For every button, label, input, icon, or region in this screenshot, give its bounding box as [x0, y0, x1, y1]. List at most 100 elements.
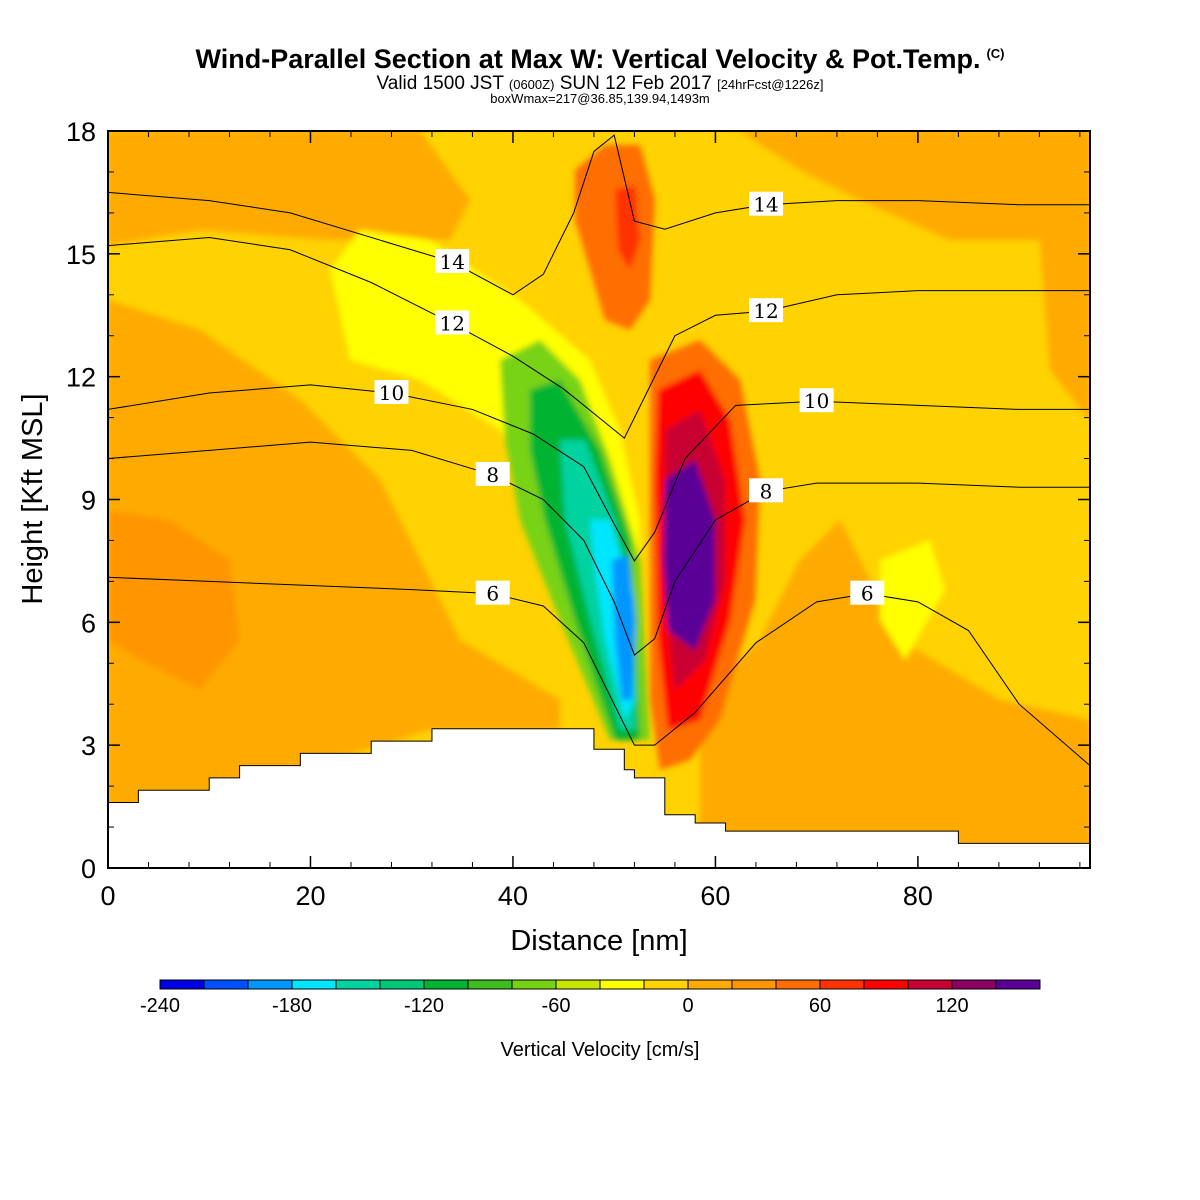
contour-label: 14: [749, 191, 784, 217]
colorbar-swatch: [204, 980, 249, 989]
contour-label: 6: [850, 580, 885, 606]
y-tick-label: 18: [66, 117, 96, 147]
purple-updraft-core: [663, 460, 715, 650]
x-tick-label: 40: [498, 881, 528, 911]
colorbar-swatch: [908, 980, 953, 989]
band-right-edge: [1040, 240, 1090, 420]
contour-label-box: [475, 461, 510, 486]
chart-title: Wind-Parallel Section at Max W: Vertical…: [0, 44, 1200, 75]
y-tick-label: 6: [81, 608, 96, 638]
contour-label-box: [435, 249, 470, 274]
contour-label: 6: [475, 580, 510, 606]
colorbar-swatch: [644, 980, 689, 989]
x-tick-label: 20: [295, 881, 325, 911]
colorbar-tick-label: -60: [542, 995, 571, 1017]
colorbar-swatch: [600, 980, 645, 989]
colorbar-swatch: [512, 980, 557, 989]
valid-prefix: Valid 1500 JST: [376, 73, 509, 94]
theta-contour-12: [108, 236, 1090, 439]
yellow-blob-right: [880, 540, 945, 660]
band-upper-left: [108, 131, 470, 245]
y-tick-label: 12: [66, 363, 96, 393]
colorbar-swatch: [336, 980, 381, 989]
forecast-info: [24hrFcst@1226z]: [717, 77, 824, 92]
theta-contour-10: [108, 384, 1090, 562]
colorbar-swatch: [468, 980, 513, 989]
x-tick-label: 60: [700, 881, 730, 911]
valid-time-line: Valid 1500 JST (0600Z) SUN 12 Feb 2017 […: [0, 73, 1200, 95]
vertical-velocity-field: 6 6 8 8 10 10 12 12 14 14: [108, 131, 1090, 868]
contour-label-box: [475, 580, 510, 605]
contour-label: 14: [435, 249, 470, 274]
contour-label-text: 8: [486, 463, 499, 487]
contour-label-text: 6: [486, 582, 499, 606]
band-upper-right: [740, 131, 1090, 240]
colorbar: -240 -180 -120 -60 0 60 120: [140, 979, 1041, 1017]
valid-date: SUN 12 Feb 2017: [554, 73, 718, 94]
contour-label-box: [374, 380, 409, 405]
colorbar-swatch: [776, 980, 821, 989]
colorbar-swatch: [380, 980, 425, 989]
colorbar-tick-label: -240: [140, 995, 180, 1017]
y-tick-label: 15: [66, 240, 96, 270]
potential-temperature-contours: 6 6 8 8 10 10 12 12 14 14: [108, 134, 1090, 767]
colorbar-tick-label: 120: [935, 995, 968, 1017]
colorbar-swatch: [424, 980, 469, 989]
colorbar-swatch: [292, 980, 337, 989]
contour-label: 12: [749, 298, 784, 323]
colorbar-swatch: [160, 980, 205, 989]
contour-label-box: [749, 298, 784, 323]
contour-label-box: [850, 580, 885, 605]
colorbar-swatch: [732, 980, 777, 989]
y-axis-label: Height [Kft MSL]: [17, 393, 49, 604]
terrain-outline: [108, 728, 1090, 868]
contour-label-text: 10: [379, 381, 404, 405]
contour-label: 10: [374, 380, 409, 405]
axes: 0 20 40 60 80 0 3 6 9 12 15 18: [66, 117, 1090, 911]
contour-label-text: 8: [760, 479, 773, 503]
x-tick-label: 0: [100, 881, 115, 911]
y-tick-label: 0: [81, 854, 96, 884]
colorbar-tick-label: -120: [404, 995, 444, 1017]
contour-label-text: 14: [439, 250, 464, 274]
title-text: Wind-Parallel Section at Max W: Vertical…: [195, 44, 981, 74]
contour-label-text: 12: [439, 311, 464, 335]
contour-label-text: 10: [804, 389, 829, 413]
contour-label-box: [799, 388, 834, 413]
y-tick-label: 9: [81, 486, 96, 516]
contour-label: 12: [435, 310, 470, 335]
theta-contour-14: [108, 134, 1090, 296]
contour-label-box: [749, 478, 784, 503]
band-left-warm: [108, 510, 240, 690]
colorbar-swatch: [864, 980, 909, 989]
contour-label-text: 12: [753, 299, 778, 323]
colorbar-tick-label: -180: [272, 995, 312, 1017]
colorbar-label: Vertical Velocity [cm/s]: [501, 1039, 700, 1061]
colorbar-tick-label: 60: [809, 995, 831, 1017]
band-lower-left: [108, 300, 560, 810]
x-tick-label: 80: [903, 881, 933, 911]
colorbar-swatch: [952, 980, 997, 989]
valid-utc: (0600Z): [508, 77, 555, 92]
contour-label-box: [749, 191, 784, 216]
y-tick-label: 3: [81, 731, 96, 761]
theta-contour-6: [108, 576, 1090, 767]
band-lower-right: [700, 520, 1090, 860]
contour-label-text: 14: [753, 193, 778, 217]
x-axis-label: Distance [nm]: [510, 925, 687, 957]
copyright-mark: (C): [986, 46, 1005, 61]
colorbar-swatch: [820, 980, 865, 989]
contour-label: 8: [749, 478, 784, 503]
contour-label-text: 6: [861, 582, 874, 606]
contour-label: 10: [799, 388, 834, 413]
colorbar-swatch: [556, 980, 601, 989]
colorbar-swatch: [996, 980, 1041, 989]
colorbar-swatch: [248, 980, 293, 989]
colorbar-tick-label: 0: [682, 995, 693, 1017]
contour-label: 8: [475, 461, 510, 487]
colorbar-swatch: [688, 980, 733, 989]
terrain: [108, 728, 1090, 868]
box-wmax-line: boxWmax=217@36.85,139.94,1493m: [490, 91, 710, 106]
theta-contour-8: [108, 441, 1090, 656]
